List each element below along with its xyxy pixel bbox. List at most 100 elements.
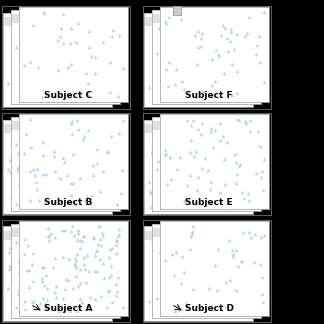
Point <box>243 149 248 155</box>
Point <box>207 286 212 291</box>
Point <box>191 223 196 228</box>
Point <box>30 261 35 266</box>
Bar <box>3 231 112 240</box>
Point <box>76 88 82 93</box>
Point <box>81 285 86 291</box>
Point <box>116 227 121 232</box>
Point <box>247 86 252 91</box>
Point <box>24 268 29 273</box>
Point <box>195 28 201 33</box>
Point <box>37 204 42 210</box>
Bar <box>152 121 261 130</box>
Point <box>168 58 174 63</box>
Point <box>207 198 213 203</box>
Point <box>201 280 206 285</box>
Point <box>233 152 238 157</box>
Text: TIME 0: TIME 0 <box>132 41 138 68</box>
Point <box>30 23 35 28</box>
Point <box>253 60 258 65</box>
Point <box>174 166 179 171</box>
Point <box>90 276 95 281</box>
Point <box>12 284 17 290</box>
Point <box>59 165 64 170</box>
Point <box>27 306 32 311</box>
Point <box>86 252 91 257</box>
Point <box>23 135 28 141</box>
Point <box>61 303 66 308</box>
Point <box>80 299 85 305</box>
Point <box>77 260 82 266</box>
Point <box>200 168 205 173</box>
Point <box>236 53 241 59</box>
Point <box>237 162 243 167</box>
Point <box>187 172 192 178</box>
Point <box>258 59 263 64</box>
Point <box>103 251 108 256</box>
Point <box>204 46 210 51</box>
Point <box>33 263 38 268</box>
Point <box>192 184 198 190</box>
Point <box>98 290 104 295</box>
Point <box>199 196 204 201</box>
Point <box>59 254 64 259</box>
Text: Subject A: Subject A <box>44 305 93 314</box>
Point <box>53 284 59 289</box>
Point <box>30 284 35 290</box>
Point <box>261 232 267 237</box>
Point <box>106 288 111 293</box>
Point <box>202 164 207 169</box>
Point <box>21 146 26 151</box>
Point <box>156 83 162 88</box>
Point <box>64 309 69 314</box>
Point <box>61 254 66 259</box>
Point <box>163 19 168 24</box>
Point <box>75 126 80 131</box>
Point <box>247 172 252 177</box>
Point <box>242 183 247 188</box>
Point <box>93 70 98 75</box>
Point <box>49 241 54 247</box>
Point <box>227 70 232 75</box>
Point <box>196 126 201 132</box>
Point <box>221 77 226 82</box>
Point <box>237 247 242 252</box>
Point <box>226 313 231 318</box>
Point <box>235 134 240 139</box>
Point <box>61 40 66 46</box>
Point <box>196 244 201 249</box>
Point <box>227 313 233 318</box>
Point <box>24 274 29 279</box>
Point <box>36 197 41 202</box>
Point <box>61 294 66 299</box>
Point <box>229 191 235 197</box>
Point <box>218 140 223 145</box>
Point <box>232 33 237 38</box>
Point <box>228 259 233 264</box>
Point <box>49 207 54 212</box>
Point <box>34 264 39 269</box>
Point <box>19 303 24 308</box>
Point <box>178 280 183 285</box>
Point <box>104 64 110 70</box>
Point <box>248 234 253 239</box>
Point <box>62 249 67 255</box>
Point <box>188 137 193 142</box>
Point <box>116 32 121 38</box>
Point <box>98 186 103 191</box>
Point <box>15 164 20 169</box>
Point <box>46 301 52 307</box>
Point <box>39 279 44 284</box>
Point <box>233 159 238 164</box>
Point <box>217 161 223 166</box>
Point <box>16 279 21 284</box>
Point <box>48 230 53 236</box>
Point <box>96 273 101 278</box>
Point <box>195 81 201 86</box>
Point <box>165 140 170 145</box>
Point <box>69 224 74 229</box>
Point <box>109 33 114 38</box>
Point <box>227 268 232 273</box>
Point <box>197 197 202 202</box>
Bar <box>3 17 112 26</box>
Point <box>57 262 63 268</box>
